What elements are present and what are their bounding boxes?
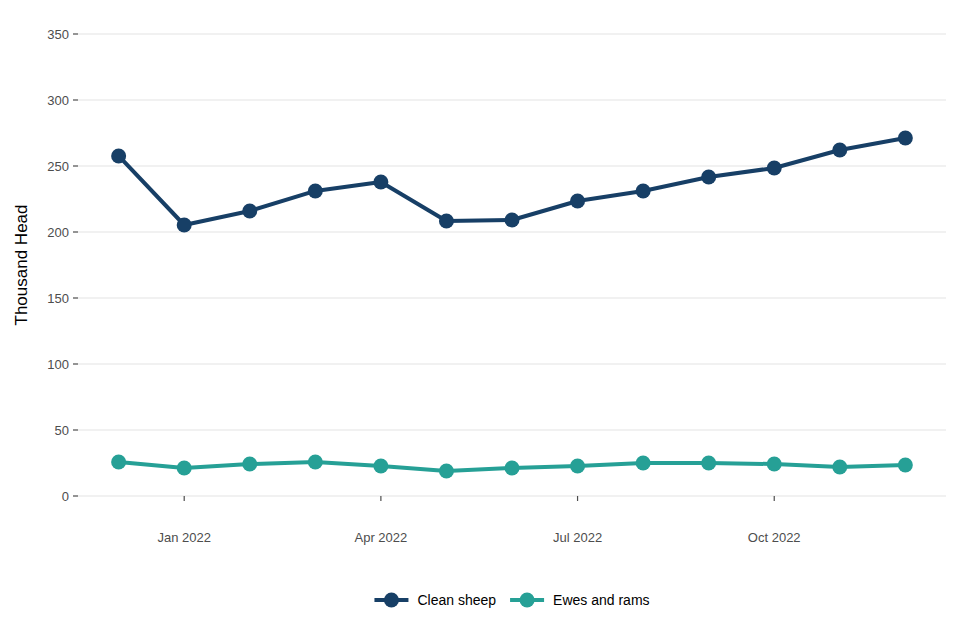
x-tick-label: Jan 2022 — [157, 530, 211, 545]
grid-line — [78, 495, 946, 496]
x-tick — [577, 496, 578, 501]
y-tick — [73, 33, 78, 34]
series-point — [308, 183, 323, 198]
series-point — [111, 454, 126, 469]
series-point — [832, 143, 847, 158]
y-tick — [73, 297, 78, 298]
grid-line — [78, 231, 946, 232]
series-point — [242, 204, 257, 219]
y-tick-label: 150 — [47, 291, 69, 306]
series-point — [636, 183, 651, 198]
y-axis-title: Thousand Head — [12, 205, 31, 326]
x-tick-label: Oct 2022 — [748, 530, 801, 545]
x-tick — [184, 496, 185, 501]
legend-item: Ewes and rams — [510, 592, 649, 608]
y-tick — [73, 363, 78, 364]
x-tick-label: Jul 2022 — [553, 530, 602, 545]
legend-label: Clean sheep — [417, 592, 496, 608]
background — [0, 0, 960, 640]
grid-line — [78, 429, 946, 430]
chart: 0 50 100 150 200 250 300 350 Jan 2022 Apr 2022 Jul… — [0, 0, 960, 640]
legend-swatch-point — [520, 593, 535, 608]
grid-line — [78, 297, 946, 298]
y-tick — [73, 495, 78, 496]
y-tick-label: 350 — [47, 27, 69, 42]
series-point — [242, 457, 257, 472]
grid-line — [78, 99, 946, 100]
y-tick — [73, 231, 78, 232]
legend-label: Ewes and rams — [553, 592, 649, 608]
series-line — [119, 138, 906, 225]
series-point — [701, 169, 716, 184]
x-tick — [380, 496, 381, 501]
grid-line — [78, 363, 946, 364]
y-tick-label: 200 — [47, 225, 69, 240]
series-point — [439, 464, 454, 479]
series-point — [308, 454, 323, 469]
grid-line — [78, 165, 946, 166]
series-point — [898, 457, 913, 472]
series-point — [636, 456, 651, 471]
y-tick-label: 50 — [55, 423, 69, 438]
series-point — [898, 131, 913, 146]
y-tick — [73, 165, 78, 166]
series-point — [505, 212, 520, 227]
y-tick-label: 100 — [47, 357, 69, 372]
series-point — [767, 160, 782, 175]
series-point — [767, 457, 782, 472]
series-point — [439, 214, 454, 229]
series-point — [177, 461, 192, 476]
series-point — [832, 459, 847, 474]
series-point — [373, 459, 388, 474]
y-tick — [73, 99, 78, 100]
series-point — [373, 174, 388, 189]
legend-item: Clean sheep — [374, 592, 496, 608]
y-tick-label: 300 — [47, 93, 69, 108]
series-point — [570, 193, 585, 208]
x-tick-label: Apr 2022 — [354, 530, 407, 545]
series-point — [701, 456, 716, 471]
plot-area — [111, 131, 913, 479]
series-point — [570, 459, 585, 474]
grid-line — [78, 33, 946, 34]
series-point — [111, 148, 126, 163]
series-point — [505, 461, 520, 476]
y-tick-label: 0 — [62, 489, 69, 504]
y-tick — [73, 429, 78, 430]
x-tick — [774, 496, 775, 501]
y-tick-label: 250 — [47, 159, 69, 174]
legend: Clean sheep Ewes and rams — [374, 592, 649, 608]
legend-swatch-point — [384, 593, 399, 608]
series-point — [177, 218, 192, 233]
